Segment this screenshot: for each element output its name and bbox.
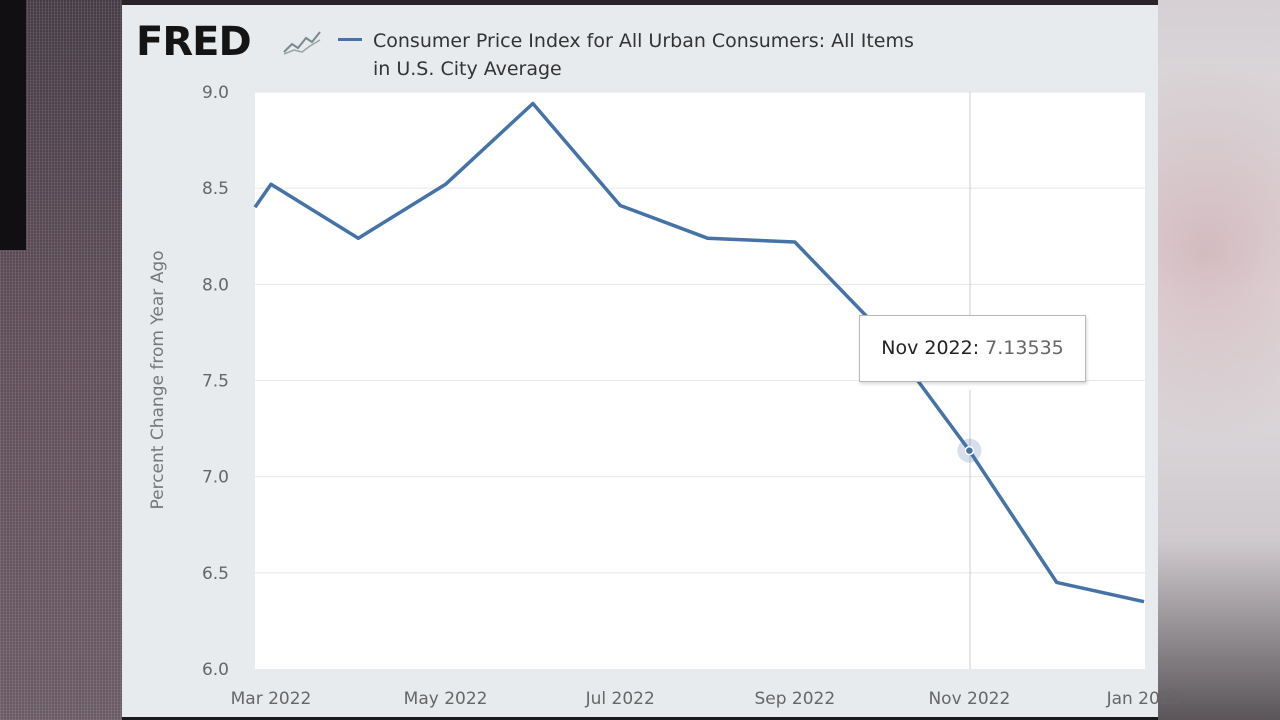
x-tick-label: Nov 2022	[928, 689, 1010, 709]
y-tick-label: 6.5	[202, 564, 229, 584]
x-tick-label: Sep 2022	[754, 689, 835, 709]
x-tick-label: Jul 2022	[585, 689, 655, 709]
tooltip: Nov 2022: 7.13535	[859, 315, 1086, 382]
fred-logo[interactable]: FRED	[136, 19, 252, 65]
tooltip-value: 7.13535	[985, 337, 1064, 359]
x-tick-label: May 2022	[404, 689, 488, 709]
tooltip-date: Nov 2022	[881, 337, 973, 359]
background-right	[1158, 0, 1280, 720]
x-axis-ticks: Mar 2022 May 2022 Jul 2022 Sep 2022 Nov 2022…	[231, 689, 1182, 709]
legend-series-label[interactable]: Consumer Price Index for All Urban Consu…	[373, 30, 914, 80]
y-tick-label: 7.0	[202, 468, 229, 488]
series-line[interactable]	[253, 101, 1145, 604]
series-points	[957, 438, 982, 463]
y-tick-label: 6.0	[202, 660, 229, 680]
y-tick-label: 8.0	[202, 275, 229, 295]
x-tick-label: Jan 2023	[1106, 689, 1182, 709]
line-chart-icon	[282, 26, 322, 56]
tooltip-separator: :	[972, 337, 986, 359]
y-tick-label: 7.5	[202, 372, 229, 392]
y-axis-ticks: 6.0 6.5 7.0 7.5 8.0 8.5 9.0	[202, 83, 229, 680]
y-axis-label: Percent Change from Year Ago	[148, 250, 168, 509]
y-tick-label: 8.5	[202, 179, 229, 199]
data-point-highlighted[interactable]	[964, 445, 975, 456]
x-tick-label: Mar 2022	[231, 689, 312, 709]
background-top	[122, 0, 1158, 5]
tooltip-arrow	[962, 381, 980, 391]
background-left-dark	[0, 0, 26, 250]
legend-swatch[interactable]	[338, 38, 362, 41]
y-tick-label: 9.0	[202, 83, 229, 103]
